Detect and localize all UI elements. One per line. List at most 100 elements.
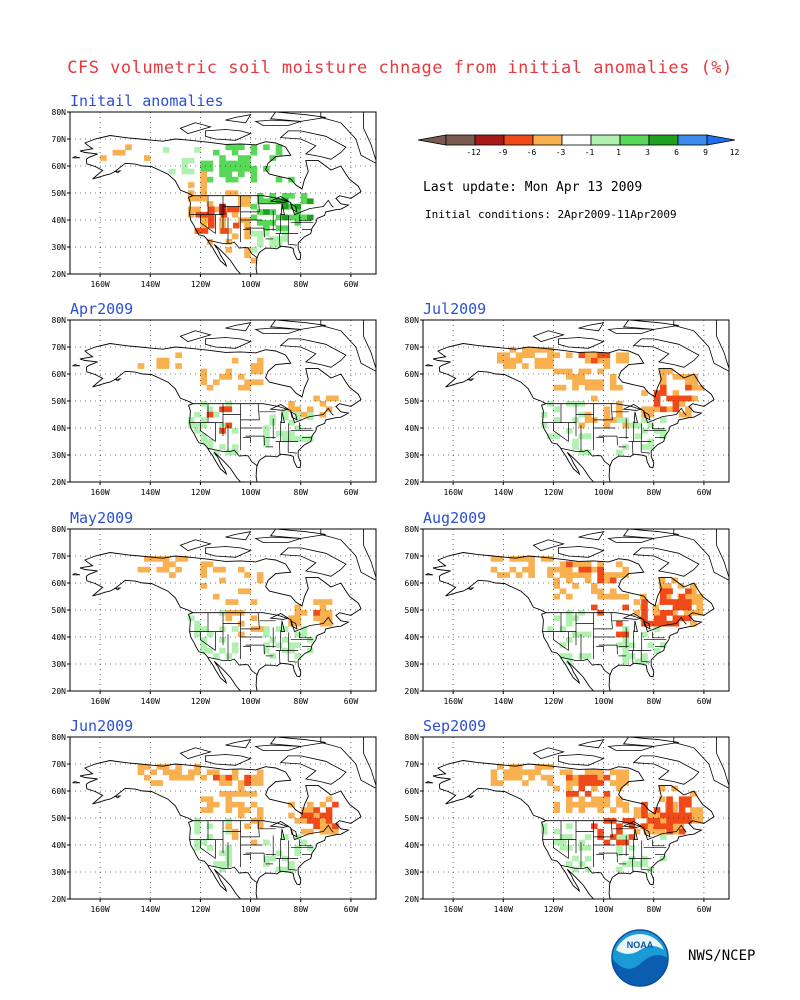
anomaly-cell	[213, 566, 220, 573]
anomaly-cell	[294, 850, 302, 857]
anomaly-cell	[660, 379, 667, 386]
anomaly-cell	[181, 168, 189, 175]
anomaly-cell	[256, 774, 264, 781]
anomaly-cell	[244, 823, 251, 830]
anomaly-cell	[263, 855, 270, 862]
anomaly-cell	[319, 801, 327, 808]
island-outline	[179, 122, 212, 135]
anomaly-cell	[509, 774, 517, 781]
anomaly-cell	[490, 774, 498, 781]
anomaly-cell	[553, 785, 560, 792]
lat-tick-label: 70N	[52, 760, 67, 769]
anomaly-cell	[534, 363, 542, 369]
country-border	[192, 612, 334, 633]
anomaly-cell	[690, 791, 697, 797]
anomaly-cell	[181, 157, 189, 164]
anomaly-cell	[231, 642, 239, 649]
anomaly-cell	[584, 774, 592, 781]
lon-tick-label: 120W	[191, 905, 210, 914]
anomaly-cell	[238, 374, 245, 380]
anomaly-cell	[206, 411, 214, 418]
anomaly-cell	[300, 818, 308, 824]
lat-tick-label: 60N	[405, 787, 420, 796]
anomaly-cell	[658, 818, 666, 824]
anomaly-cell	[250, 615, 258, 622]
anomaly-cell	[671, 807, 678, 813]
anomaly-cell	[559, 626, 567, 632]
anomaly-cell	[616, 769, 623, 776]
anomaly-cell	[219, 861, 226, 867]
lat-tick-label: 30N	[52, 868, 67, 877]
anomaly-cell	[622, 780, 629, 786]
anomaly-cell	[233, 206, 240, 213]
anomaly-cell	[628, 823, 636, 830]
anomaly-cell	[566, 577, 573, 584]
anomaly-cell	[653, 406, 661, 413]
anomaly-cell	[622, 774, 629, 781]
anomaly-cell	[622, 422, 629, 429]
anomaly-cell	[633, 828, 641, 835]
island-outline	[254, 327, 301, 334]
anomaly-cell	[559, 642, 567, 649]
anomaly-cell	[566, 615, 573, 622]
anomaly-cell	[566, 352, 573, 359]
anomaly-cell	[540, 357, 548, 364]
lon-tick-label: 140W	[141, 697, 160, 706]
anomaly-cell	[578, 352, 586, 359]
anomaly-cell	[572, 855, 579, 862]
anomaly-cell	[559, 384, 567, 391]
anomaly-cell	[225, 850, 233, 857]
anomaly-cell	[187, 190, 195, 196]
anomaly-cell	[208, 206, 215, 213]
island-outline	[607, 327, 654, 334]
anomaly-cell	[509, 769, 517, 776]
anomaly-cell	[609, 769, 617, 776]
anomaly-cell	[263, 642, 270, 649]
anomaly-cell	[244, 233, 251, 240]
anomaly-cell	[313, 807, 320, 813]
anomaly-cell	[187, 195, 195, 202]
anomaly-cell	[219, 222, 226, 229]
anomaly-cell	[238, 195, 245, 202]
anomaly-cell	[206, 176, 214, 183]
lat-tick-label: 20N	[405, 895, 420, 904]
anomaly-cell	[162, 363, 170, 369]
anomaly-cell	[616, 631, 623, 638]
anomaly-cell	[194, 147, 201, 153]
anomaly-cell	[150, 769, 157, 776]
anomaly-cell	[503, 363, 510, 369]
anomaly-cell	[244, 588, 251, 595]
state-border	[288, 243, 298, 246]
anomaly-cell	[319, 604, 327, 611]
anomaly-cell	[578, 572, 586, 578]
lon-tick-label: 100W	[241, 280, 260, 289]
lon-tick-label: 160W	[90, 697, 109, 706]
country-border	[545, 403, 687, 424]
lon-tick-label: 60W	[344, 697, 359, 706]
anomaly-cell	[660, 823, 667, 830]
anomaly-cell	[647, 422, 655, 429]
anomaly-cell	[206, 166, 214, 172]
anomaly-cell	[522, 347, 529, 353]
anomaly-cell	[566, 807, 573, 813]
anomaly-cell	[566, 620, 573, 627]
anomaly-cell	[641, 417, 648, 423]
anomaly-cell	[622, 593, 629, 600]
lon-tick-label: 80W	[647, 697, 662, 706]
anomaly-cell	[658, 583, 666, 589]
anomaly-cell	[294, 834, 302, 840]
country-border	[545, 820, 687, 841]
country-border	[545, 612, 687, 633]
anomaly-cell	[250, 257, 258, 264]
state-border	[257, 820, 260, 837]
anomaly-cell	[603, 411, 611, 418]
colorbar-tick-label: 3	[645, 148, 650, 157]
anomaly-cell	[597, 774, 604, 781]
anomaly-cell	[256, 823, 264, 830]
anomaly-cell	[633, 807, 641, 813]
anomaly-cell	[641, 599, 648, 605]
anomaly-cell	[616, 845, 623, 851]
anomaly-cell	[325, 828, 333, 835]
anomaly-cell	[244, 160, 251, 167]
anomaly-cell	[584, 368, 592, 375]
